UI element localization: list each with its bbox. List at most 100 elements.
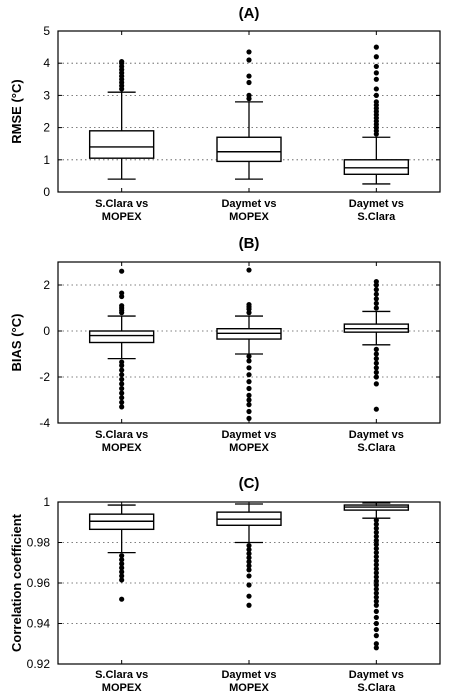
outlier-point: [373, 99, 379, 105]
category-label-line2: S.Clara: [357, 211, 396, 223]
outlier-point: [246, 365, 252, 371]
outlier-point: [119, 596, 125, 602]
outlier-point: [119, 395, 125, 401]
panel-title: (C): [239, 475, 260, 492]
y-axis-label: Correlation coefficient: [9, 513, 24, 652]
outlier-point: [373, 545, 379, 552]
outlier-point: [119, 372, 125, 378]
outlier-point: [373, 63, 379, 70]
outlier-point: [119, 303, 125, 309]
outlier-point: [246, 358, 252, 364]
y-tick-label: 3: [43, 88, 50, 102]
outlier-point: [373, 641, 379, 647]
category-label-line1: S.Clara vs: [95, 429, 148, 441]
y-tick-label: 0.94: [27, 617, 51, 631]
box-iqr: [343, 159, 410, 175]
outlier-point: [246, 397, 252, 403]
outlier-point: [373, 529, 379, 535]
category-label-line1: Daymet vs: [349, 198, 404, 210]
outlier-point: [373, 586, 379, 592]
outlier-point: [119, 577, 125, 583]
outlier-point: [119, 58, 125, 65]
outlier-point: [246, 559, 252, 565]
outlier-point: [373, 578, 379, 584]
outlier-point: [373, 614, 379, 621]
outlier-point: [373, 554, 379, 560]
outlier-point: [246, 573, 252, 579]
y-tick-label: -4: [39, 416, 50, 430]
outlier-point: [373, 406, 379, 412]
box-iqr: [88, 130, 155, 159]
y-tick-label: 2: [43, 278, 50, 292]
outlier-point: [246, 92, 252, 98]
box-iqr: [88, 330, 155, 344]
box-1: [88, 504, 155, 602]
outlier-point: [373, 369, 379, 375]
y-tick-label: -2: [39, 370, 50, 384]
outlier-point: [119, 569, 125, 575]
outlier-point: [373, 574, 379, 580]
outlier-point: [119, 399, 125, 405]
outlier-point: [119, 385, 125, 392]
outlier-point: [246, 415, 252, 421]
outlier-point: [373, 365, 379, 371]
category-label-line1: S.Clara vs: [95, 198, 148, 210]
outlier-point: [373, 521, 379, 527]
category-label-line2: MOPEX: [102, 682, 142, 694]
outlier-point: [119, 573, 125, 579]
y-tick-label: 4: [43, 56, 50, 70]
y-tick-label: 5: [43, 24, 50, 38]
category-label-line1: S.Clara vs: [95, 669, 148, 681]
outlier-point: [373, 602, 379, 608]
outlier-point: [373, 562, 379, 568]
outlier-point: [119, 553, 125, 559]
outlier-point: [373, 374, 379, 380]
category-label-line2: S.Clara: [357, 442, 396, 454]
y-tick-label: 1: [43, 153, 50, 167]
box-2: [216, 267, 282, 421]
outlier-point: [246, 49, 252, 55]
y-tick-label: 0: [43, 324, 50, 338]
outlier-point: [119, 381, 125, 387]
outlier-point: [373, 76, 379, 82]
outlier-point: [373, 550, 379, 556]
y-tick-label: 2: [43, 121, 50, 135]
outlier-point: [119, 290, 125, 296]
outlier-point: [246, 563, 252, 569]
outlier-point: [373, 278, 379, 285]
outlier-point: [246, 567, 252, 573]
box-2: [216, 49, 282, 180]
outlier-point: [373, 558, 379, 564]
outlier-point: [246, 385, 252, 392]
outlier-point: [246, 555, 252, 561]
outlier-point: [373, 300, 379, 306]
outlier-point: [119, 404, 125, 410]
outlier-point: [246, 301, 252, 308]
box-3: [343, 44, 410, 185]
outlier-point: [119, 367, 125, 373]
outlier-point: [373, 305, 379, 311]
outlier-point: [373, 525, 379, 531]
panel-title: (B): [239, 235, 260, 252]
outlier-point: [373, 291, 379, 297]
outlier-point: [373, 86, 379, 92]
panel-title: (A): [239, 5, 260, 22]
outlier-point: [373, 594, 379, 600]
outlier-point: [373, 570, 379, 576]
outlier-point: [119, 557, 125, 563]
outlier-point: [246, 593, 252, 599]
outlier-point: [119, 561, 125, 567]
outlier-point: [373, 44, 379, 50]
outlier-point: [373, 351, 379, 357]
outlier-point: [373, 541, 379, 548]
y-tick-label: 0: [43, 185, 50, 199]
outlier-point: [246, 546, 252, 553]
box-3: [343, 278, 410, 412]
box-iqr: [216, 136, 282, 163]
category-label-line2: MOPEX: [229, 682, 269, 694]
outlier-point: [373, 645, 379, 651]
outlier-point: [246, 402, 252, 408]
